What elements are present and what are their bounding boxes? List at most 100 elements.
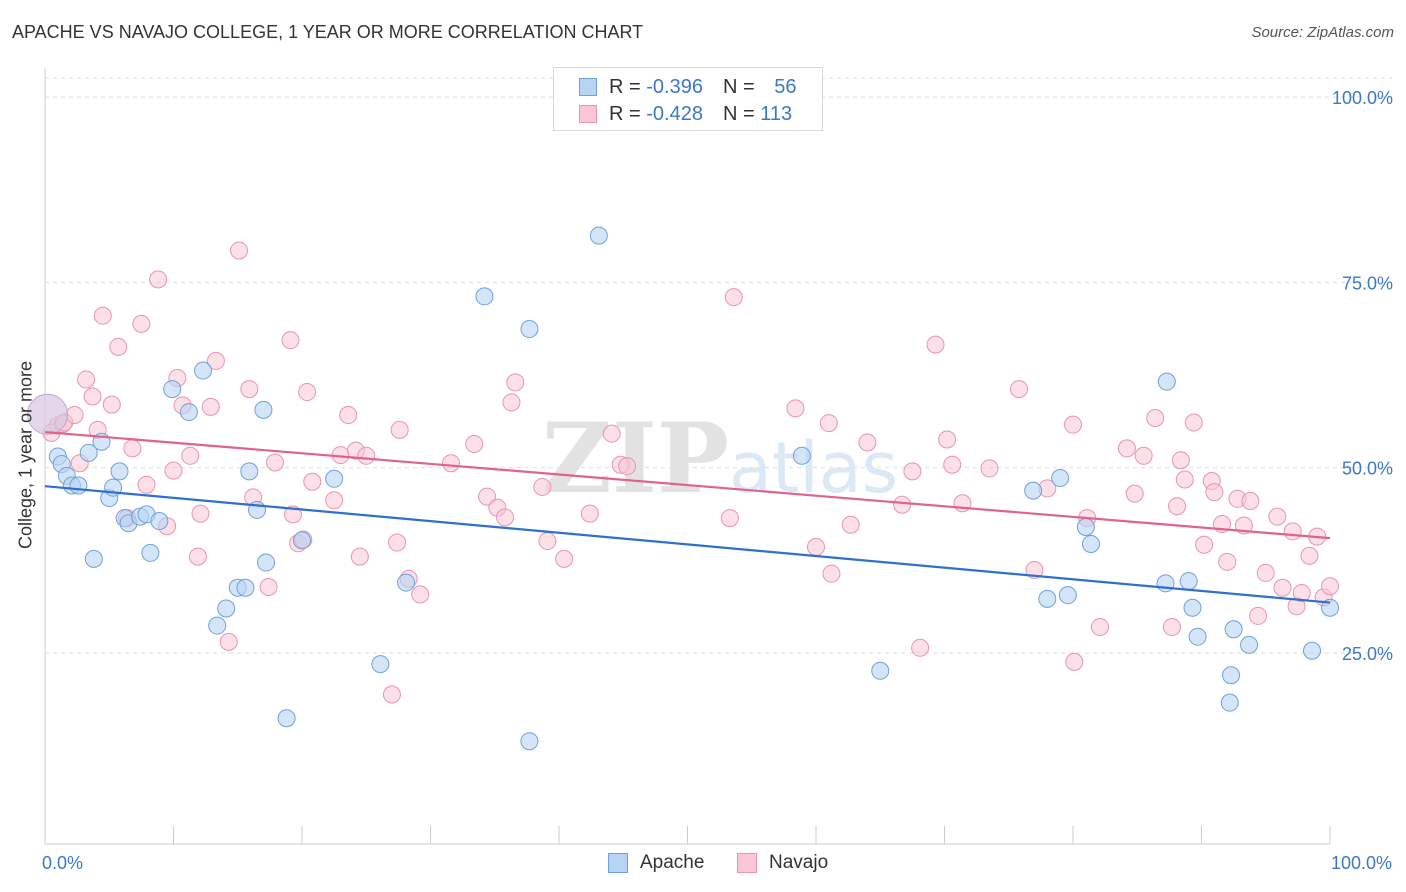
navajo-point [1168, 497, 1187, 516]
navajo-point [1273, 578, 1292, 597]
navajo-point [1218, 552, 1237, 571]
apache-point [1183, 598, 1202, 617]
apache-point [254, 400, 273, 419]
navajo-point [93, 306, 112, 325]
x-tick-label-min: 0.0% [42, 853, 84, 873]
apache-point [293, 531, 311, 550]
legend-label-navajo: Navajo [769, 852, 829, 873]
navajo-swatch [579, 105, 597, 123]
apache-point [1321, 598, 1339, 617]
navajo-point [720, 509, 739, 528]
y-axis-label: College, 1 year or more [15, 360, 36, 550]
navajo-point [191, 504, 210, 523]
navajo-point [77, 370, 96, 389]
apache-points [27, 226, 1339, 751]
navajo-point [938, 430, 957, 449]
navajo-point [1249, 606, 1268, 625]
trend-lines [44, 430, 1331, 604]
navajo-point [137, 475, 156, 494]
legend-label-apache: Apache [640, 852, 705, 873]
navajo-point [1162, 618, 1181, 637]
stats-row-apache: R = -0.396 N = 56 [554, 74, 796, 100]
navajo-point [188, 547, 207, 566]
navajo-point [123, 439, 142, 458]
apache-point [1303, 641, 1322, 660]
apache-point [1038, 589, 1057, 608]
navajo-point [1300, 546, 1319, 565]
navajo-point [807, 537, 825, 556]
navajo-point [339, 406, 358, 425]
navajo-point [602, 424, 621, 443]
apache-point [141, 543, 160, 562]
navajo-point [219, 632, 238, 651]
apache-point [792, 446, 811, 465]
navajo-point [538, 532, 557, 551]
series-legend: Apache Navajo [0, 852, 1406, 878]
navajo-point [1175, 470, 1194, 489]
apache-point [163, 380, 182, 399]
apache-point [371, 655, 390, 674]
stats-row-navajo: R = -0.428 N = 113 [554, 101, 792, 127]
navajo-point [1171, 451, 1190, 470]
navajo-point [1025, 560, 1044, 579]
navajo-point [83, 387, 102, 406]
navajo-point [281, 331, 300, 350]
navajo-point [303, 472, 322, 491]
apache-legend-swatch [608, 853, 628, 873]
apache-point [217, 599, 236, 618]
navajo-point [259, 578, 278, 597]
y-tick-label: 50.0% [1342, 459, 1393, 479]
apache-point [179, 403, 198, 422]
navajo-point [618, 457, 637, 476]
navajo-point [206, 351, 225, 370]
navajo-point [724, 288, 743, 307]
navajo-point [502, 393, 521, 412]
navajo-point [1268, 507, 1287, 526]
navajo-points [42, 241, 1339, 704]
apache-point [589, 226, 608, 245]
apache-point [27, 393, 69, 435]
navajo-point [1090, 618, 1109, 637]
navajo-point [149, 270, 168, 289]
chart-title: APACHE VS NAVAJO COLLEGE, 1 YEAR OR MORE… [12, 22, 644, 42]
apache-point [69, 476, 88, 495]
apache-point [871, 661, 890, 680]
y-tick-label: 100.0% [1332, 88, 1393, 108]
navajo-point [240, 380, 259, 399]
navajo-point [858, 433, 877, 452]
navajo-point [555, 549, 574, 568]
navajo-point [1184, 413, 1203, 432]
r-label: R = [609, 75, 641, 98]
apache-point [1188, 627, 1207, 646]
source-label: Source: ZipAtlas.com [1251, 24, 1394, 41]
navajo-point [1134, 446, 1153, 465]
legend-item-navajo[interactable]: Navajo [737, 852, 828, 874]
y-tick-label: 25.0% [1342, 644, 1393, 664]
navajo-point [943, 455, 962, 474]
navajo-point [465, 434, 484, 453]
navajo-point [230, 241, 249, 260]
apache-point [1024, 481, 1043, 500]
navajo-point [903, 462, 922, 481]
y-tick-label: 75.0% [1342, 273, 1393, 293]
navajo-point [506, 373, 525, 392]
navajo-point [1283, 522, 1302, 541]
navajo-point [1146, 408, 1165, 427]
navajo-point [357, 446, 376, 465]
apache-point [84, 549, 103, 568]
legend-item-apache[interactable]: Apache [608, 852, 704, 874]
navajo-point [819, 414, 838, 433]
stats-legend: R = -0.396 N = 56 R = -0.428 N = 113 [553, 67, 823, 131]
apache-point [397, 573, 416, 592]
apache-point [475, 287, 494, 306]
navajo-point [164, 461, 183, 480]
navajo-point [298, 383, 317, 402]
navajo-point [390, 420, 409, 439]
navajo-point [1065, 652, 1084, 671]
navajo-trend-line [44, 430, 1331, 540]
apache-point [520, 732, 539, 751]
apache-point [277, 709, 296, 728]
navajo-point [1064, 415, 1082, 434]
navajo-point [181, 446, 200, 465]
r-label: R = [609, 102, 641, 125]
